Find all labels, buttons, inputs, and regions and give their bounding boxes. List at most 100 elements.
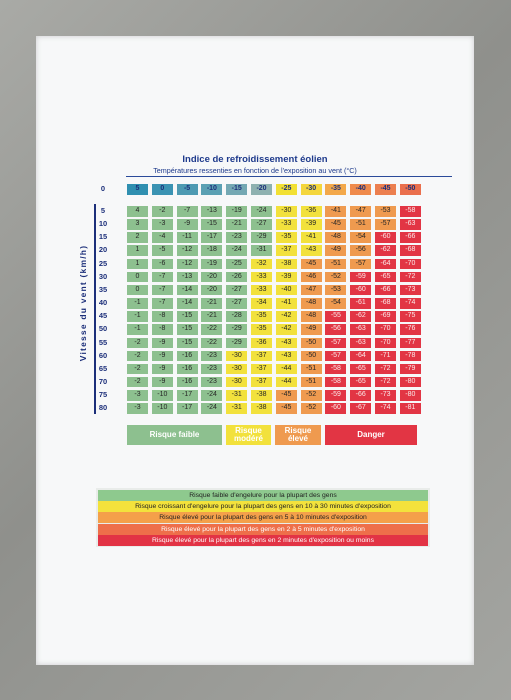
wind-chill-cell: -9	[151, 337, 173, 348]
wind-chill-cell: -57	[375, 219, 396, 230]
wind-chill-cell: -57	[325, 337, 347, 348]
wind-chill-cell: -51	[300, 363, 322, 375]
wind-speed-label: 40	[98, 298, 108, 308]
wind-chill-cell: -6	[151, 258, 173, 270]
wind-chill-cell: -52	[325, 271, 347, 283]
wind-chill-cell: -21	[201, 311, 223, 322]
risk-band: Risque croissant d'engelure pour la plup…	[98, 501, 428, 513]
wind-chill-cell: -17	[176, 390, 198, 401]
wind-speed-label: 25	[98, 258, 108, 268]
wind-chill-cell: -1	[127, 311, 148, 322]
wind-chill-cell: -29	[226, 337, 248, 348]
wind-chill-cell: -33	[251, 271, 272, 283]
wind-chill-cell: -42	[275, 311, 297, 322]
wind-chill-cell: -31	[226, 403, 248, 414]
wind-chill-cell: 2	[127, 232, 148, 243]
wind-chill-cell: -76	[399, 324, 421, 335]
legend-label: Risque modéré	[234, 425, 263, 443]
wind-chill-cell: -28	[226, 311, 248, 322]
wind-chill-cell: -51	[325, 258, 347, 270]
wind-chill-cell: -38	[251, 390, 272, 401]
legend-item: Risque élevé	[275, 425, 321, 445]
legend-label: Risque élevé	[284, 425, 312, 443]
wind-chill-cell: -36	[300, 206, 322, 217]
wind-chill-cell: -80	[399, 376, 421, 388]
wind-chill-cell: -45	[275, 390, 297, 401]
wind-speed-label: 50	[98, 324, 108, 334]
wind-chill-cell: -58	[325, 363, 347, 375]
wind-chill-cell: -72	[375, 376, 396, 388]
wind-chill-cell: -9	[151, 350, 173, 362]
wind-chill-cell: -23	[226, 232, 248, 243]
wind-chill-cell: -44	[275, 376, 297, 388]
wind-speed-label: 15	[98, 232, 108, 242]
wind-chill-cell: -7	[151, 271, 173, 283]
wind-chill-cell: -41	[300, 232, 322, 243]
chart-title: Indice de refroidissement éolien	[182, 154, 328, 165]
wind-chill-cell: -41	[275, 298, 297, 309]
wind-chill-cell: -9	[151, 363, 173, 375]
wind-chill-cell: -63	[350, 337, 372, 348]
wind-chill-cell: -51	[300, 376, 322, 388]
wind-chill-cell: -45	[300, 258, 322, 270]
chart-subtitle: Températures ressenties en fonction de l…	[153, 166, 357, 175]
wind-chill-cell: -45	[275, 403, 297, 414]
wind-chill-cell: -79	[399, 363, 421, 375]
wind-chill-cell: -66	[375, 284, 396, 296]
wind-chill-cell: -38	[251, 403, 272, 414]
wind-chill-cell: -29	[226, 324, 248, 335]
wind-speed-label: 70	[98, 376, 108, 386]
risk-band: Risque élevé pour la plupart des gens en…	[98, 534, 428, 546]
wind-chill-cell: -54	[325, 298, 347, 309]
wind-chill-cell: -27	[226, 298, 248, 309]
wind-chill-cell: -44	[275, 363, 297, 375]
wind-chill-cell: -36	[251, 337, 272, 348]
wind-chill-cell: -2	[127, 350, 148, 362]
wind-chill-cell: -35	[251, 311, 272, 322]
wind-chill-cell: -37	[251, 350, 272, 362]
wind-chill-cell: -38	[275, 258, 297, 270]
legend-label: Risque faible	[149, 429, 200, 439]
wind-speed-label: 10	[98, 219, 108, 229]
wind-chill-cell: -62	[350, 311, 372, 322]
wind-chill-cell: 1	[127, 258, 148, 270]
wind-chill-cell: -71	[375, 350, 396, 362]
wind-chill-cell: -11	[176, 232, 198, 243]
wind-speed-label: 45	[98, 311, 108, 321]
risk-band: Risque élevé pour la plupart des gens en…	[98, 523, 428, 535]
wind-chill-cell: -46	[300, 271, 322, 283]
wind-chill-cell: -22	[201, 324, 223, 335]
wind-chill-cell: -53	[325, 284, 347, 296]
wind-chill-cell: -27	[226, 284, 248, 296]
wind-chill-cell: -22	[201, 337, 223, 348]
wind-speed-label: 55	[98, 337, 108, 347]
wind-chill-cell: -70	[375, 324, 396, 335]
wind-chill-cell: -25	[226, 258, 248, 270]
wind-chill-cell: -65	[375, 271, 396, 283]
legend-item: Risque faible	[127, 425, 222, 445]
wind-chill-cell: -13	[176, 271, 198, 283]
temperature-header: -15	[226, 184, 248, 195]
legend-label: Danger	[357, 429, 385, 439]
wind-chill-cell: -68	[375, 298, 396, 309]
wind-chill-cell: -1	[127, 298, 148, 309]
wind-chill-cell: -8	[151, 324, 173, 335]
wind-chill-cell: -13	[201, 206, 223, 217]
wind-speed-label: 80	[98, 403, 108, 413]
wind-chill-cell: -21	[201, 298, 223, 309]
wind-chill-cell: -16	[176, 376, 198, 388]
wind-chill-cell: -29	[251, 232, 272, 243]
wind-chill-cell: -72	[375, 363, 396, 375]
wind-chill-cell: -35	[251, 324, 272, 335]
wind-speed-label: 75	[98, 390, 108, 400]
wind-chill-cell: -70	[399, 258, 421, 270]
risk-band: Risque faible d'engelure pour la plupart…	[98, 490, 428, 501]
temperature-header: 5	[127, 184, 148, 195]
wind-chill-cell: -65	[350, 376, 372, 388]
wind-speed-axis-label: Vitesse du vent (km/h)	[78, 244, 88, 362]
wind-chill-cell: -17	[201, 232, 223, 243]
wind-chill-cell: -24	[251, 206, 272, 217]
wind-chill-cell: -49	[325, 245, 347, 256]
table-corner-label: 0	[100, 184, 106, 193]
wind-chill-cell: -81	[399, 403, 421, 414]
